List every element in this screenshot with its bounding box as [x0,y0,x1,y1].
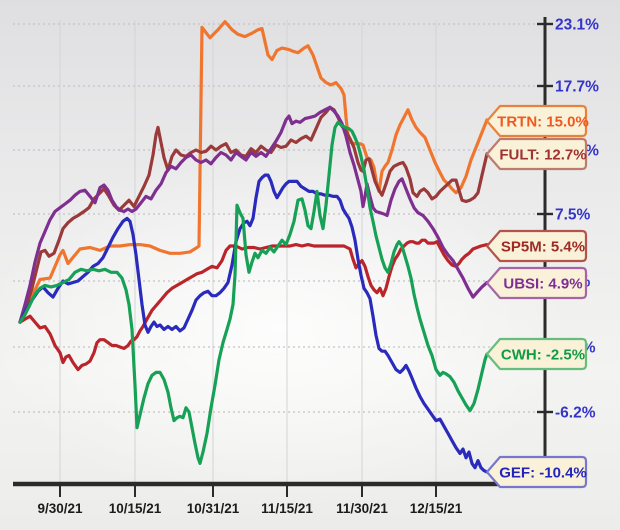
badge-TRTN: TRTN: 15.0% [485,104,589,138]
badge-shape-SP5M [485,229,588,263]
series-line-GEF [18,173,489,474]
axes [13,17,553,497]
gridlines [13,20,536,483]
x-tick-label: 9/30/21 [37,501,83,516]
badge-label-UBSI: UBSI: 4.9% [503,276,582,293]
badge-GEF: GEF: -10.4% [485,455,588,489]
badge-shape-TRTN [485,104,588,138]
badge-label-GEF: GEF: -10.4% [499,465,587,482]
badge-CWH: CWH: -2.5% [485,337,588,371]
series-badges: SP5M: 5.4% TRTN: 15.0% FULT: 12.7% UBSI: 4.… [485,104,589,489]
badge-shape-UBSI [485,266,588,300]
y-tick-label: 7.5% [555,207,591,224]
x-tick-label: 10/31/21 [187,501,240,516]
series-line-CWH [18,120,489,465]
badge-label-TRTN: TRTN: 15.0% [497,114,589,131]
badge-shape-GEF [485,455,588,489]
x-tick-label: 12/15/21 [410,501,463,516]
x-tick-label: 11/30/21 [336,501,388,516]
series-line-FULT [18,105,489,324]
series-line-TRTN [18,20,489,324]
y-tick-label: 23.1% [555,17,599,34]
badge-SP5M: SP5M: 5.4% [485,229,588,263]
axis-tick-labels: 23.1%17.7%12.6%7.5%2.9%-1.6%-6.2%9/30/21… [37,17,599,517]
badge-label-SP5M: SP5M: 5.4% [501,239,585,256]
y-tick-label: 17.7% [555,79,599,96]
badge-label-FULT: FULT: 12.7% [499,147,586,164]
badge-FULT: FULT: 12.7% [485,137,588,171]
x-tick-label: 11/15/21 [261,501,313,516]
series-line-UBSI [18,105,489,324]
badge-shape-FULT [485,137,588,171]
badge-shape-CWH [485,337,588,371]
badge-UBSI: UBSI: 4.9% [485,266,588,300]
y-tick-label: -6.2% [555,405,596,422]
x-tick-label: 10/15/21 [109,501,162,516]
badge-label-CWH: CWH: -2.5% [501,347,585,364]
series-lines [18,20,489,474]
